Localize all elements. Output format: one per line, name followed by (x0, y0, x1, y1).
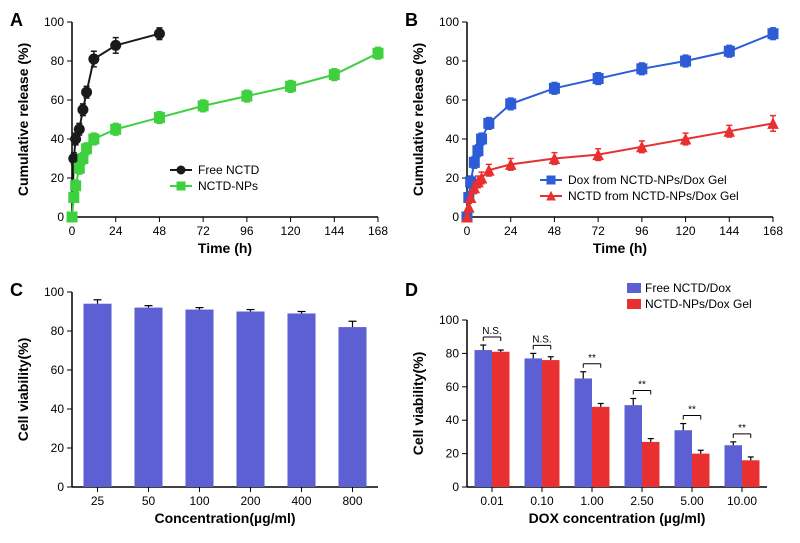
svg-text:96: 96 (240, 224, 254, 238)
svg-text:40: 40 (446, 413, 460, 427)
svg-text:NCTD-NPs: NCTD-NPs (198, 179, 258, 193)
svg-text:25: 25 (91, 494, 105, 508)
svg-text:Free NCTD: Free NCTD (198, 163, 260, 177)
svg-text:**: ** (588, 353, 596, 364)
svg-text:N.S.: N.S. (482, 326, 501, 337)
svg-text:100: 100 (439, 15, 459, 29)
svg-text:24: 24 (504, 224, 518, 238)
svg-text:144: 144 (324, 224, 344, 238)
svg-text:5.00: 5.00 (680, 494, 704, 508)
svg-text:48: 48 (153, 224, 167, 238)
svg-text:40: 40 (446, 132, 460, 146)
svg-text:DOX concentration (µg/ml): DOX concentration (µg/ml) (529, 510, 706, 526)
svg-text:Cumulative release (%): Cumulative release (%) (410, 43, 426, 196)
svg-text:60: 60 (51, 363, 65, 377)
panel-b-label: B (405, 10, 418, 31)
svg-text:40: 40 (51, 132, 65, 146)
panel-d: D 0 20 40 60 80 100 N.S. 0.01 N.S. 0.10 ** 1.00 ** 2.… (405, 280, 790, 540)
svg-text:0: 0 (452, 210, 459, 224)
panel-c: C 0 20 40 60 80 100 25 50 100 200 400 800 Concentrat… (10, 280, 395, 540)
panel-a-chart: 0 24 48 72 96 120 144 168 0 20 40 60 80 100 Time (h) Cu… (10, 10, 390, 265)
svg-text:Cell viability(%): Cell viability(%) (15, 338, 31, 441)
svg-text:0.01: 0.01 (480, 494, 504, 508)
svg-text:168: 168 (368, 224, 388, 238)
svg-text:100: 100 (44, 285, 64, 299)
svg-text:**: ** (738, 423, 746, 434)
svg-text:Free NCTD/Dox: Free NCTD/Dox (645, 281, 731, 295)
svg-text:NCTD from NCTD-NPs/Dox Gel: NCTD from NCTD-NPs/Dox Gel (568, 189, 739, 203)
svg-text:60: 60 (446, 380, 460, 394)
svg-text:168: 168 (763, 224, 783, 238)
svg-text:**: ** (638, 379, 646, 390)
svg-text:120: 120 (676, 224, 696, 238)
svg-text:60: 60 (51, 93, 65, 107)
svg-text:0: 0 (57, 210, 64, 224)
svg-text:120: 120 (281, 224, 301, 238)
svg-text:Time (h): Time (h) (198, 240, 252, 256)
panel-a-label: A (10, 10, 23, 31)
svg-text:96: 96 (635, 224, 649, 238)
svg-text:200: 200 (240, 494, 260, 508)
svg-text:20: 20 (51, 441, 65, 455)
svg-text:1.00: 1.00 (580, 494, 604, 508)
svg-text:0: 0 (452, 480, 459, 494)
svg-text:0: 0 (69, 224, 76, 238)
svg-text:144: 144 (719, 224, 739, 238)
svg-text:Time (h): Time (h) (593, 240, 647, 256)
panel-b-chart: 0 24 48 72 96 120 144 168 0 20 40 60 80 100 Time (h) Cu… (405, 10, 785, 265)
svg-text:72: 72 (196, 224, 210, 238)
svg-text:80: 80 (51, 324, 65, 338)
svg-text:10.00: 10.00 (727, 494, 757, 508)
svg-text:40: 40 (51, 402, 65, 416)
svg-text:Dox from NCTD-NPs/Dox Gel: Dox from NCTD-NPs/Dox Gel (568, 173, 727, 187)
svg-text:80: 80 (51, 54, 65, 68)
svg-text:20: 20 (446, 171, 460, 185)
svg-text:20: 20 (446, 447, 460, 461)
svg-text:400: 400 (291, 494, 311, 508)
svg-text:800: 800 (342, 494, 362, 508)
panel-c-chart: 0 20 40 60 80 100 25 50 100 200 400 800 Concentratio… (10, 280, 390, 535)
panel-d-chart: 0 20 40 60 80 100 N.S. 0.01 N.S. 0.10 ** 1.00 ** 2.50… (405, 280, 785, 535)
svg-text:20: 20 (51, 171, 65, 185)
svg-text:60: 60 (446, 93, 460, 107)
svg-text:100: 100 (44, 15, 64, 29)
panel-b: B 0 24 48 72 96 120 144 168 0 20 40 60 80 100 Time (h)… (405, 10, 790, 270)
svg-text:Concentration(µg/ml): Concentration(µg/ml) (154, 510, 295, 526)
svg-text:0.10: 0.10 (530, 494, 554, 508)
panel-a: A 0 24 48 72 96 120 144 168 0 20 40 60 80 100 Time (h)… (10, 10, 395, 270)
svg-text:**: ** (688, 405, 696, 416)
svg-text:2.50: 2.50 (630, 494, 654, 508)
svg-text:48: 48 (548, 224, 562, 238)
panel-c-label: C (10, 280, 23, 301)
svg-text:50: 50 (142, 494, 156, 508)
svg-text:0: 0 (57, 480, 64, 494)
svg-text:72: 72 (591, 224, 605, 238)
svg-text:0: 0 (464, 224, 471, 238)
chart-grid: A 0 24 48 72 96 120 144 168 0 20 40 60 80 100 Time (h)… (0, 0, 800, 543)
svg-text:NCTD-NPs/Dox Gel: NCTD-NPs/Dox Gel (645, 297, 752, 311)
svg-text:80: 80 (446, 54, 460, 68)
svg-text:24: 24 (109, 224, 123, 238)
svg-text:100: 100 (189, 494, 209, 508)
panel-d-label: D (405, 280, 418, 301)
svg-text:Cumulative release (%): Cumulative release (%) (15, 43, 31, 196)
svg-text:Cell viability(%): Cell viability(%) (410, 352, 426, 455)
svg-text:80: 80 (446, 346, 460, 360)
svg-text:100: 100 (439, 313, 459, 327)
svg-text:N.S.: N.S. (532, 334, 551, 345)
